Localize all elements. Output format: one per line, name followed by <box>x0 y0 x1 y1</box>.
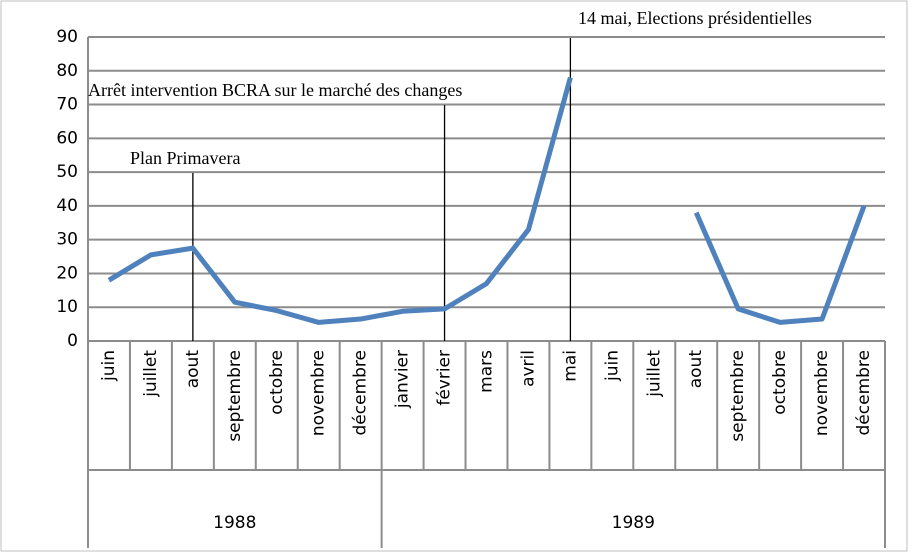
year-label: 1988 <box>213 513 256 533</box>
x-tick-label: novembre <box>309 350 329 436</box>
x-tick-label: avril <box>518 350 538 387</box>
x-tick-label: juillet <box>141 350 161 398</box>
y-tick-label: 20 <box>56 263 78 283</box>
x-tick-label: juin <box>99 350 119 382</box>
x-tick-label: septembre <box>728 350 748 442</box>
x-tick-label: février <box>435 350 455 406</box>
year-label: 1989 <box>612 513 655 533</box>
x-tick-label: octobre <box>770 350 790 415</box>
annotation: 14 mai, Elections présidentielles <box>578 8 812 28</box>
y-tick-label: 80 <box>56 61 78 81</box>
y-tick-label: 90 <box>56 27 78 47</box>
x-tick-label: octobre <box>267 350 287 415</box>
x-tick-label: mai <box>560 350 580 382</box>
y-tick-label: 60 <box>56 128 78 148</box>
annotation: Plan Primavera <box>130 148 240 168</box>
annotation: Arrêt intervention BCRA sur le marché de… <box>88 80 462 100</box>
x-tick-label: décembre <box>351 350 371 435</box>
x-tick-label: janvier <box>393 350 413 409</box>
y-tick-label: 0 <box>67 331 78 351</box>
x-tick-label: novembre <box>812 350 832 436</box>
x-tick-label: juillet <box>644 350 664 398</box>
y-tick-label: 10 <box>56 297 78 317</box>
line-series <box>107 76 867 325</box>
y-tick-label: 50 <box>56 162 78 182</box>
x-tick-label: mars <box>477 350 497 393</box>
x-tick-label: septembre <box>225 350 245 442</box>
y-tick-label: 70 <box>56 95 78 115</box>
y-tick-label: 30 <box>56 230 78 250</box>
x-tick-label: aout <box>183 350 203 389</box>
y-tick-label: 40 <box>56 196 78 216</box>
x-tick-label: aout <box>686 350 706 389</box>
x-tick-label: décembre <box>854 350 874 435</box>
x-tick-label: juin <box>602 350 622 382</box>
